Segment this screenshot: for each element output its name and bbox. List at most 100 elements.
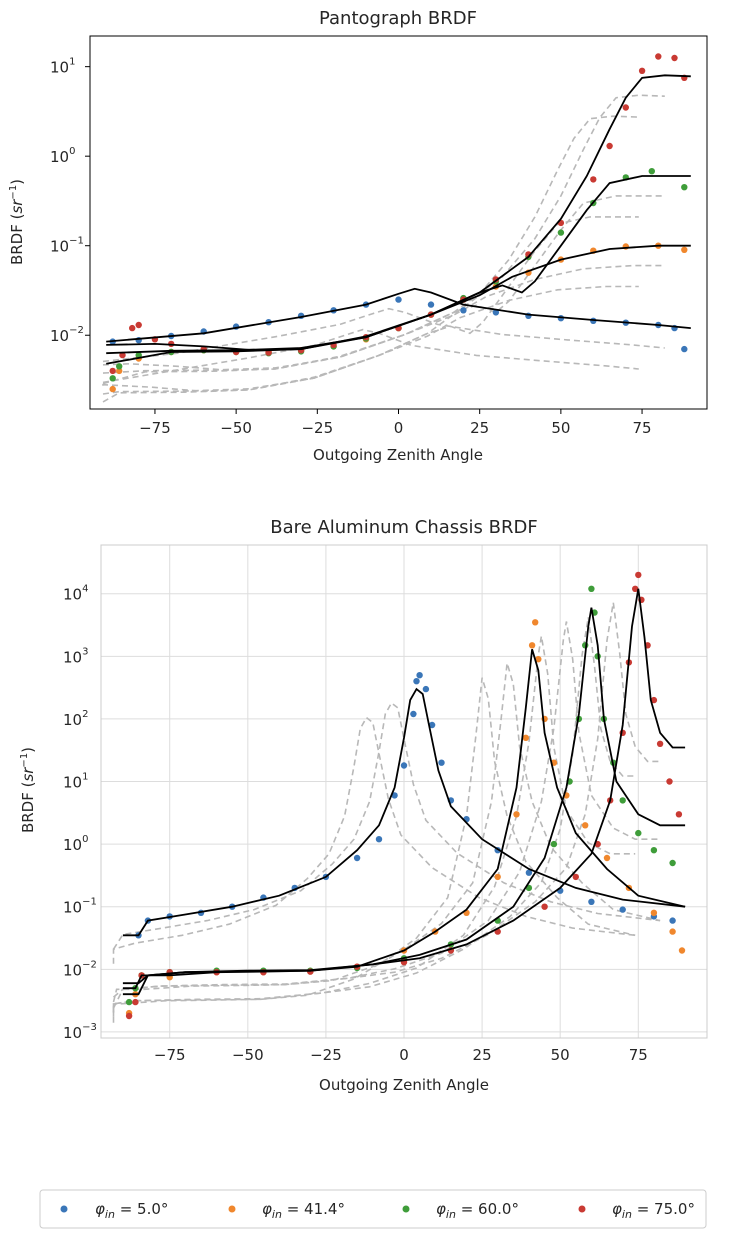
data-point <box>669 859 676 867</box>
model-curve-dashed <box>102 328 639 384</box>
y-tick-label: 10−3 <box>63 1022 97 1042</box>
model-curve-dashed <box>112 602 661 998</box>
data-point <box>541 903 548 910</box>
y-tick-label: 104 <box>63 584 88 604</box>
data-point <box>525 869 533 876</box>
fit-curve <box>106 175 691 365</box>
legend-label: φin = 5.0° <box>95 1200 168 1221</box>
model-curve-dashed <box>112 701 661 950</box>
data-point <box>413 678 420 685</box>
data-point <box>375 836 383 843</box>
plot-frame <box>89 35 708 410</box>
y-tick-label: 10−1 <box>63 897 97 917</box>
x-tick-label: 50 <box>551 1046 570 1064</box>
data-point <box>678 947 686 954</box>
data-point <box>622 104 629 111</box>
data-point <box>125 998 133 1006</box>
data-point <box>416 672 423 679</box>
legend-frame <box>39 1189 707 1229</box>
y-tick-label: 101 <box>63 772 88 792</box>
data-point <box>666 778 673 785</box>
model-curve-dashed <box>102 115 639 392</box>
x-tick-label: 0 <box>399 1046 409 1064</box>
data-point <box>395 296 402 303</box>
chart-pantograph: Pantograph BRDF −75 −50 −25 0 25 50 75 10−2 10−… <box>8 8 708 464</box>
chart-title: Bare Aluminum Chassis BRDF <box>270 517 537 538</box>
x-tick-label: −50 <box>220 419 252 437</box>
data-point <box>492 309 500 316</box>
data-point <box>135 321 142 329</box>
legend-label: φin = 41.4° <box>262 1200 345 1221</box>
x-tick-label: −50 <box>232 1046 264 1064</box>
y-tick-label: 101 <box>50 57 75 77</box>
data-point <box>116 367 123 375</box>
legend-item: φin = 75.0° <box>578 1200 695 1221</box>
data-point <box>606 142 613 150</box>
x-tick-label: −25 <box>301 419 333 437</box>
data-point <box>635 571 642 579</box>
legend-marker <box>60 1205 68 1213</box>
x-tick-label: 25 <box>470 419 489 437</box>
x-tick-label: 25 <box>473 1046 492 1064</box>
model-curve-dashed <box>102 285 639 395</box>
y-tick-label: 10−2 <box>63 959 97 979</box>
chart-aluminum: Bare Aluminum Chassis BRDF −75 −50 −25 0 25 5… <box>19 517 708 1094</box>
x-axis-label: Outgoing Zenith Angle <box>313 446 483 464</box>
data-point <box>655 53 662 60</box>
data-point <box>428 721 436 729</box>
x-tick-label: −75 <box>139 419 171 437</box>
data-point <box>650 909 658 916</box>
data-point <box>109 375 116 382</box>
data-point <box>557 229 565 236</box>
data-point <box>650 696 658 704</box>
data-point <box>619 797 626 804</box>
model-curve-dashed <box>102 264 665 374</box>
data-point <box>427 301 435 308</box>
data-point <box>522 734 529 741</box>
data-point <box>109 385 116 393</box>
data-point <box>494 873 501 881</box>
legend-label: φin = 75.0° <box>612 1200 695 1221</box>
x-tick-label: 75 <box>629 1046 648 1064</box>
fit-curve <box>106 74 691 352</box>
data-point <box>619 906 626 913</box>
data-point <box>603 854 611 862</box>
data-point <box>681 345 688 353</box>
x-tick-label: 75 <box>633 419 652 437</box>
legend-item: φin = 60.0° <box>402 1200 519 1221</box>
x-tick-label: −25 <box>310 1046 342 1064</box>
data-point <box>109 367 116 375</box>
y-tick-label: 103 <box>63 646 88 666</box>
x-tick-label: 50 <box>551 419 570 437</box>
data-point <box>681 246 688 253</box>
data-point <box>116 363 123 370</box>
y-tick-label: 102 <box>63 709 88 729</box>
data-point <box>129 324 136 332</box>
fit-curve <box>122 648 686 990</box>
data-point <box>638 67 646 75</box>
fit-curve <box>106 244 691 355</box>
legend-marker <box>578 1205 586 1213</box>
model-curve-dashed <box>102 307 665 363</box>
data-point <box>675 811 683 818</box>
data-point <box>422 685 430 693</box>
chart-title: Pantograph BRDF <box>319 8 477 29</box>
data-point <box>588 585 595 592</box>
plot-frame <box>100 544 708 1039</box>
model-curve-dashed <box>102 94 665 371</box>
data-point <box>669 928 676 935</box>
data-point <box>671 54 678 62</box>
legend-item: φin = 5.0° <box>60 1200 168 1221</box>
data-point <box>400 762 408 769</box>
legend-item: φin = 41.4° <box>228 1200 345 1221</box>
data-point <box>535 656 542 663</box>
data-point <box>353 854 361 862</box>
legend-marker <box>402 1205 410 1213</box>
fit-curve <box>106 287 691 343</box>
data-point <box>460 307 467 314</box>
data-point <box>513 811 520 818</box>
model-curve-dashed <box>112 617 636 1012</box>
model-curve-dashed <box>112 677 636 1017</box>
y-tick-label: 10−2 <box>50 325 84 345</box>
